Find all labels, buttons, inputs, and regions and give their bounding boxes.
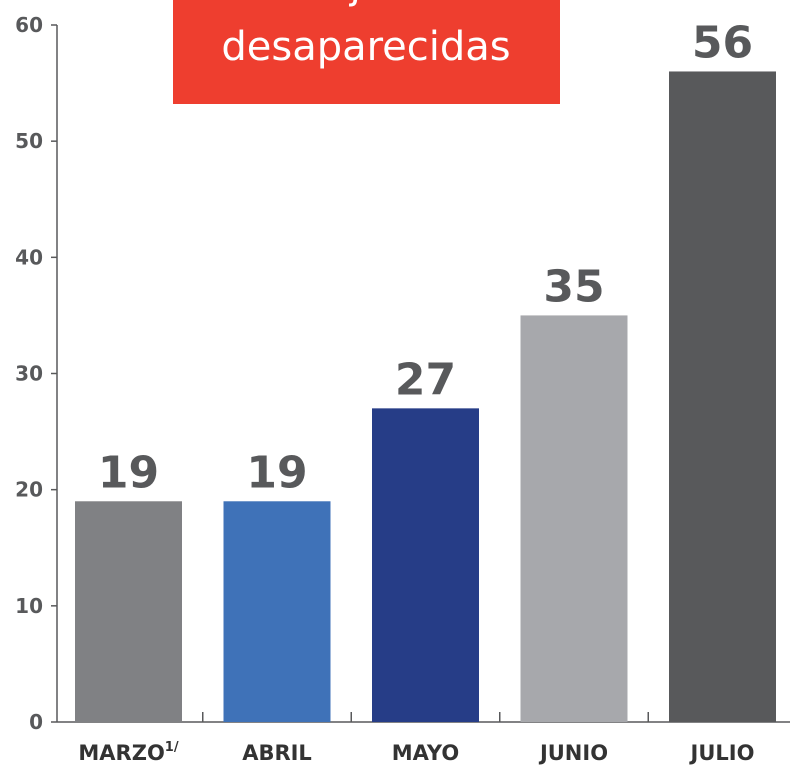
value-label: 35 (543, 261, 604, 312)
x-tick-label-text: JUNIO (538, 741, 608, 765)
x-tick-label-text: MARZO (78, 741, 164, 765)
value-label: 27 (395, 354, 456, 405)
bar (223, 501, 331, 722)
x-tick-label-text: MAYO (392, 741, 459, 765)
x-tick-label-text: ABRIL (242, 741, 312, 765)
bar (520, 315, 628, 722)
x-tick-superscript: 1/ (165, 740, 179, 755)
x-tick-label: JULIO (689, 741, 755, 765)
y-tick-label: 50 (15, 129, 43, 153)
y-tick-label: 10 (15, 594, 43, 618)
y-tick-label: 60 (15, 13, 43, 37)
chart-title: mujeres (285, 0, 446, 8)
value-label: 19 (98, 447, 159, 498)
chart-title: desaparecidas (221, 24, 510, 70)
y-tick-label: 20 (15, 478, 43, 502)
y-tick-label: 30 (15, 362, 43, 386)
x-tick-label: JUNIO (538, 741, 608, 765)
x-tick-label-text: JULIO (689, 741, 755, 765)
value-label: 56 (692, 17, 753, 68)
value-label: 19 (246, 447, 307, 498)
y-tick-label: 40 (15, 245, 43, 269)
x-tick-label: MAYO (392, 741, 459, 765)
bar (372, 408, 479, 722)
bar (75, 501, 182, 722)
title-box (173, 0, 560, 104)
x-tick-label: ABRIL (242, 741, 312, 765)
x-tick-label: MARZO1/ (78, 740, 178, 765)
y-tick-label: 0 (29, 710, 43, 734)
bar (669, 71, 776, 722)
